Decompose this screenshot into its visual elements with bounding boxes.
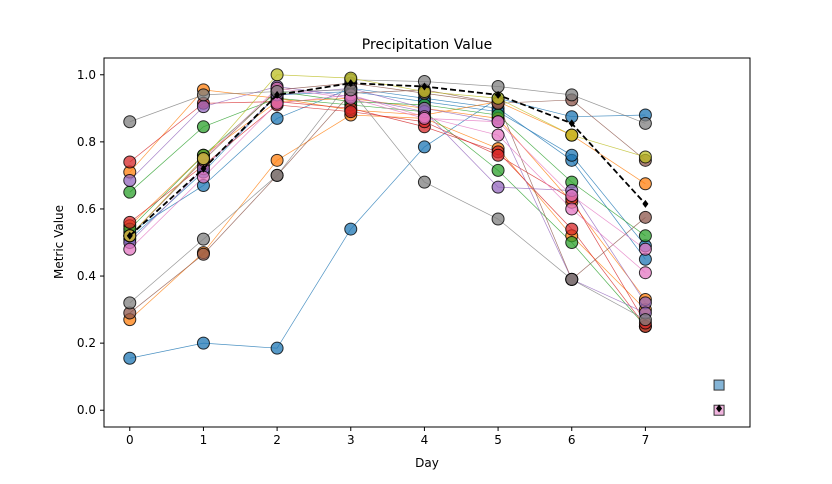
data-point: [196, 152, 210, 166]
x-tick-label: 7: [642, 433, 650, 447]
data-point: [417, 175, 431, 189]
mean-marker: [347, 79, 354, 88]
extra-diamond-marker: [716, 404, 723, 413]
series-line-11: [129, 86, 646, 304]
data-point: [638, 150, 652, 164]
data-point: [491, 128, 505, 142]
x-tick-label: 2: [273, 433, 281, 447]
extra-square-marker: [713, 379, 725, 391]
series-layer: [129, 74, 646, 359]
data-point: [196, 100, 210, 114]
series-line-3: [129, 91, 646, 247]
chart-title: Precipitation Value: [362, 37, 492, 53]
data-point: [196, 336, 210, 350]
data-point: [565, 189, 579, 203]
data-point: [638, 229, 652, 243]
data-point: [491, 148, 505, 162]
mean-marker: [126, 231, 133, 240]
data-point: [417, 111, 431, 125]
mean-marker: [568, 119, 575, 128]
data-point: [565, 148, 579, 162]
data-point: [270, 153, 284, 167]
x-tick-label: 1: [200, 433, 208, 447]
data-point: [123, 173, 137, 187]
y-axis-label: Metric Value: [52, 205, 66, 279]
series-line-13: [129, 89, 646, 314]
y-axis: 0.0 0.2 0.4 0.6 0.8 1.0: [77, 68, 104, 417]
data-point: [638, 177, 652, 191]
data-point: [565, 202, 579, 216]
data-point: [638, 313, 652, 327]
data-point: [491, 212, 505, 226]
mean-marker: [200, 164, 207, 173]
x-axis: 0 1 2 3 4 5 6 7: [126, 427, 649, 447]
x-tick-label: 0: [126, 433, 134, 447]
y-tick-label: 0.4: [77, 269, 96, 283]
mean-layer: [126, 79, 725, 416]
y-tick-label: 1.0: [77, 68, 96, 82]
series-line-1: [129, 97, 646, 359]
data-point: [638, 266, 652, 280]
data-point: [565, 272, 579, 286]
data-point: [270, 111, 284, 125]
data-point: [123, 185, 137, 199]
series-line-15: [129, 94, 646, 273]
mean-marker: [642, 199, 649, 208]
x-axis-label: Day: [415, 456, 439, 470]
data-point: [491, 115, 505, 129]
data-point: [123, 155, 137, 169]
data-point: [491, 180, 505, 194]
data-point: [196, 247, 210, 261]
data-point: [123, 215, 137, 229]
series-line-2: [129, 87, 646, 260]
x-tick-label: 3: [347, 433, 355, 447]
y-tick-label: 0.8: [77, 135, 96, 149]
data-point: [491, 80, 505, 94]
series-line-14: [129, 82, 646, 280]
data-point: [565, 128, 579, 142]
data-point: [270, 341, 284, 355]
mean-marker: [495, 90, 502, 99]
data-point: [565, 222, 579, 236]
mean-line: [129, 82, 647, 237]
data-point: [270, 68, 284, 82]
data-point: [123, 351, 137, 365]
series-line-5: [129, 89, 646, 185]
plot-frame: [103, 57, 751, 428]
data-point: [344, 105, 358, 119]
y-tick-label: 0.2: [77, 336, 96, 350]
data-point: [344, 222, 358, 236]
data-point: [270, 168, 284, 182]
mean-marker: [274, 90, 281, 99]
data-point: [565, 88, 579, 102]
mean-marker: [421, 82, 428, 91]
data-point: [491, 163, 505, 177]
data-point: [417, 140, 431, 154]
data-point: [565, 236, 579, 249]
data-point: [638, 210, 652, 224]
data-point: [270, 96, 284, 110]
x-tick-label: 6: [568, 433, 576, 447]
y-tick-label: 0.6: [77, 202, 96, 216]
data-point: [196, 232, 210, 246]
series-line-16: [129, 87, 646, 250]
x-tick-label: 5: [494, 433, 502, 447]
y-tick-label: 0.0: [77, 403, 96, 417]
data-point: [123, 115, 137, 129]
data-point: [638, 116, 652, 130]
data-point: [196, 120, 210, 134]
data-point: [638, 242, 652, 256]
data-point: [196, 88, 210, 102]
series-line-17: [129, 89, 646, 320]
data-point: [123, 296, 137, 310]
x-tick-label: 4: [421, 433, 429, 447]
series-line-18: [129, 79, 646, 304]
data-point: [123, 242, 137, 256]
